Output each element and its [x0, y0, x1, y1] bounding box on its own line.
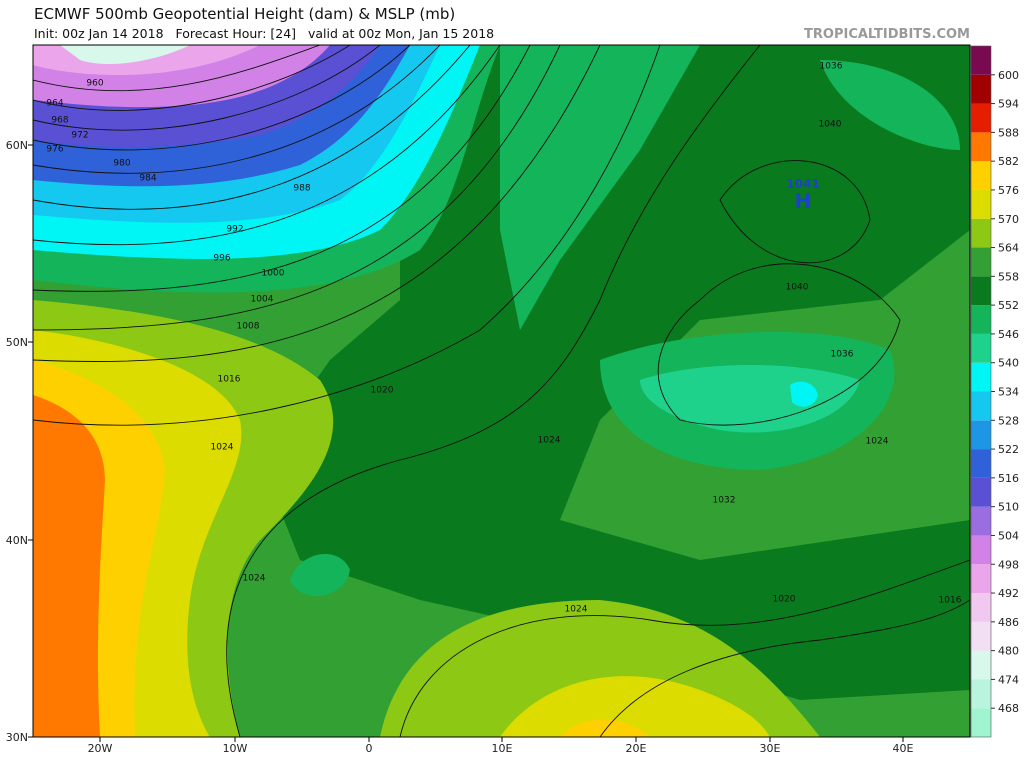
colorbar-segment [971, 132, 991, 162]
colorbar-label: 498 [998, 558, 1019, 571]
colorbar-segment [971, 593, 991, 622]
colorbar-segment [971, 449, 991, 478]
colorbar-segment [971, 679, 991, 709]
isobars [33, 45, 970, 737]
lon-label: 10E [492, 742, 513, 755]
colorbar-segment [971, 333, 991, 363]
colorbar-segment [971, 391, 991, 421]
isobar-label: 964 [46, 99, 63, 109]
lat-label: 30N [6, 731, 28, 744]
isobar-label: 1004 [251, 295, 274, 305]
colorbar-segment [971, 103, 991, 133]
colorbar-label: 516 [998, 472, 1019, 485]
colorbar-segment [971, 189, 991, 219]
subtitle: Init: 00z Jan 14 2018 Forecast Hour: [24… [34, 26, 494, 41]
colorbar-segment [971, 305, 991, 334]
colorbar-label: 600 [998, 69, 1019, 82]
lon-label: 0 [366, 742, 373, 755]
isobar-label: 972 [71, 131, 88, 141]
colorbar-label: 486 [998, 616, 1019, 629]
colorbar-label: 528 [998, 414, 1019, 427]
isobar-label: 1040 [786, 283, 809, 293]
isobar-label: 968 [51, 116, 68, 126]
colorbar-label: 552 [998, 299, 1019, 312]
colorbar: 468 474 480 486 492 498 504 510 516 522 528 534 540 5… [970, 45, 1019, 738]
isobar-label: 984 [139, 174, 156, 184]
colorbar-label: 480 [998, 645, 1019, 658]
watermark: TROPICALTIDBITS.COM [804, 27, 970, 42]
isobar-label: 1024 [866, 437, 889, 447]
lon-label: 10W [223, 742, 248, 755]
colorbar-segment [971, 477, 991, 507]
colorbar-segment [971, 650, 991, 680]
colorbar-segment [971, 247, 991, 277]
colorbar-label: 504 [998, 529, 1019, 542]
colorbar-label: 534 [998, 386, 1019, 399]
colorbar-label: 474 [998, 673, 1019, 686]
lat-label: 60N [6, 139, 28, 152]
lon-label: 30E [760, 742, 781, 755]
lat-label: 40N [6, 534, 28, 547]
colorbar-segment [971, 218, 991, 248]
isobar-label: 1040 [819, 120, 842, 130]
title: ECMWF 500mb Geopotential Height (dam) & … [34, 5, 455, 23]
lon-label: 20E [626, 742, 647, 755]
colorbar-label: 558 [998, 270, 1019, 283]
isobar-label: 1000 [262, 269, 285, 279]
isobar-label: 996 [213, 254, 230, 264]
isobar-label: 988 [293, 184, 310, 194]
colorbar-label: 588 [998, 126, 1019, 139]
colorbar-segment [971, 46, 991, 75]
colorbar-segment [971, 420, 991, 450]
colorbar-segment [971, 74, 991, 104]
isobar-label: 976 [46, 145, 63, 155]
isobar-label: 1024 [211, 443, 234, 453]
colorbar-segment [971, 362, 991, 392]
isobar-label: 1024 [565, 605, 588, 615]
lon-label: 40E [893, 742, 914, 755]
colorbar-label: 540 [998, 357, 1019, 370]
colorbar-label: 522 [998, 443, 1019, 456]
isobar-label: 1016 [939, 596, 962, 606]
colorbar-label: 576 [998, 184, 1019, 197]
isobar-label: 1024 [538, 436, 561, 446]
isobar-label: 960 [86, 79, 103, 89]
isobar-label: 1036 [831, 350, 854, 360]
isobar-label: 1008 [237, 322, 260, 332]
high-value: 1041 [786, 177, 819, 191]
isobar-label: 1032 [713, 496, 736, 506]
colorbar-label: 492 [998, 587, 1019, 600]
colorbar-label: 564 [998, 242, 1019, 255]
colorbar-label: 594 [998, 98, 1019, 111]
map-field [33, 45, 970, 737]
isobar-label: 992 [226, 225, 243, 235]
colorbar-segment [971, 708, 991, 737]
isobar-label: 1036 [820, 62, 843, 72]
colorbar-label: 546 [998, 328, 1019, 341]
colorbar-segment [971, 621, 991, 651]
lon-label: 20W [88, 742, 113, 755]
colorbar-segment [971, 535, 991, 565]
isobar-label: 1020 [773, 595, 796, 605]
isobar-label: 1016 [218, 375, 241, 385]
colorbar-label: 510 [998, 501, 1019, 514]
lat-label: 50N [6, 336, 28, 349]
high-label: H [795, 189, 812, 213]
high-marker: 1041 H [786, 177, 819, 213]
colorbar-segment [971, 161, 991, 190]
colorbar-segment [971, 276, 991, 306]
colorbar-segment [971, 564, 991, 594]
isobar-label: 1020 [371, 386, 394, 396]
colorbar-segment [971, 506, 991, 536]
isobar-labels: 960 964 968 972 976 980 984 988 992 996 … [46, 62, 961, 615]
colorbar-label: 468 [998, 702, 1019, 715]
colorbar-label: 582 [998, 155, 1019, 168]
isobar-label: 980 [113, 159, 130, 169]
isobar-label: 1024 [243, 574, 266, 584]
colorbar-label: 570 [998, 213, 1019, 226]
axes: 60N 50N 40N 30N 20W 10W 0 10E 20E 30E 40E [6, 139, 914, 755]
